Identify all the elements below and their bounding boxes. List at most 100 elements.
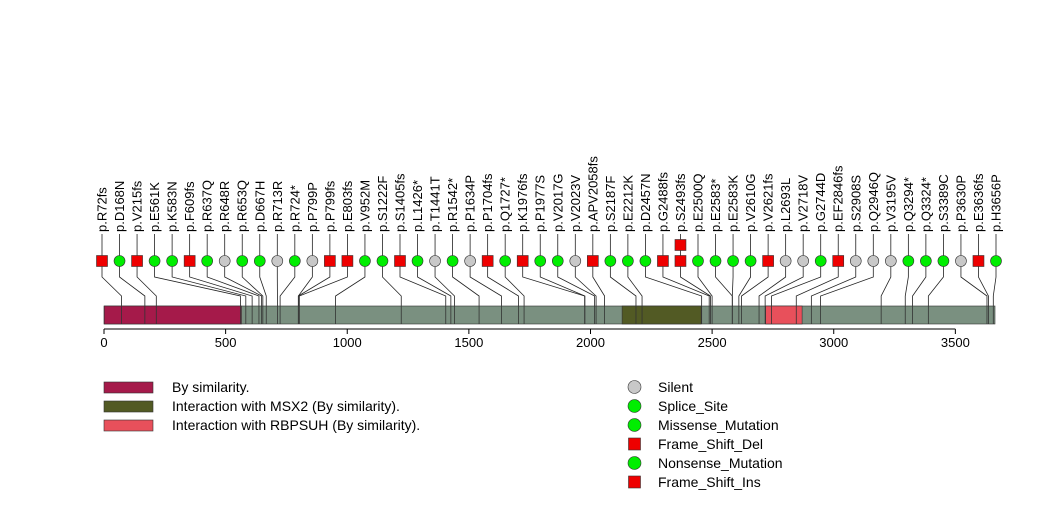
mutation-marker bbox=[762, 255, 774, 267]
mutation-label: p.K1976fs bbox=[515, 173, 530, 232]
mutation-label: p.E2583K bbox=[726, 175, 741, 232]
legend-mutation-label: Frame_Shift_Del bbox=[658, 436, 763, 452]
legend-mutation-label: Splice_Site bbox=[658, 398, 728, 414]
x-axis: 0 500 1000 1500 2000 2500 3000 3500 bbox=[100, 328, 970, 350]
connector-line bbox=[738, 261, 751, 306]
connector-line bbox=[399, 261, 447, 306]
connector-line bbox=[279, 261, 296, 306]
connector-line bbox=[224, 261, 263, 306]
domain-region-2 bbox=[765, 305, 803, 325]
connector-line bbox=[820, 261, 874, 306]
mutation-label: p.Q3294* bbox=[901, 177, 916, 232]
x-tick-label: 0 bbox=[100, 335, 107, 350]
connector-line bbox=[960, 261, 988, 306]
mutation-marker bbox=[183, 255, 196, 267]
connector-line bbox=[259, 261, 267, 306]
connector-line bbox=[504, 261, 525, 306]
mutation-marker bbox=[849, 255, 862, 267]
mutation-label: p.T1441T bbox=[428, 176, 443, 232]
x-tick-label: 1500 bbox=[454, 335, 483, 350]
connector-line bbox=[764, 261, 804, 306]
x-tick-label: 3500 bbox=[941, 335, 970, 350]
mutation-marker bbox=[376, 255, 389, 267]
mutation-label: p.R648R bbox=[217, 181, 232, 232]
x-tick-label: 500 bbox=[215, 335, 237, 350]
connector-line bbox=[645, 261, 703, 306]
mutation-marker bbox=[674, 239, 687, 251]
connector-line bbox=[434, 261, 455, 306]
connector-line bbox=[715, 261, 733, 306]
legend-mutation-label: Missense_Mutation bbox=[658, 417, 779, 433]
connector-line bbox=[297, 261, 313, 306]
connector-line bbox=[741, 261, 769, 306]
mutation-label: p.S2908S bbox=[848, 175, 863, 232]
connector-line bbox=[189, 261, 253, 306]
mutation-label: p.V2718V bbox=[796, 175, 811, 232]
mutation-label: p.P1634P bbox=[463, 175, 478, 232]
connector-line bbox=[297, 261, 331, 306]
mutation-marker bbox=[516, 255, 529, 267]
mutation-label: p.K583N bbox=[165, 181, 180, 232]
connector-line bbox=[904, 261, 909, 306]
mutation-marker bbox=[446, 255, 459, 267]
mutation-marker bbox=[990, 255, 1002, 267]
legend-domain-swatch bbox=[103, 381, 154, 394]
mutation-marker bbox=[411, 255, 424, 267]
mutation-label: p.E2500Q bbox=[691, 173, 706, 232]
mutation-label: p.V2621fs bbox=[761, 173, 776, 232]
connector-line bbox=[101, 261, 122, 306]
legend-mutation-swatch bbox=[627, 380, 642, 394]
mutation-marker bbox=[639, 255, 652, 267]
legend-mutation-swatch bbox=[627, 418, 642, 432]
legend-domain-label: Interaction with RBPSUH (By similarity). bbox=[172, 417, 420, 433]
mutation-label: p.S1222F bbox=[375, 176, 390, 232]
mutation-marker bbox=[692, 255, 704, 267]
connector-line bbox=[627, 261, 643, 306]
mutation-marker bbox=[534, 255, 547, 267]
connector-line bbox=[680, 261, 711, 306]
legend-mutation-label: Nonsense_Mutation bbox=[658, 455, 783, 471]
mutation-label: p.Q3324* bbox=[918, 177, 933, 232]
mutation-marker bbox=[271, 255, 284, 267]
mutation-marker bbox=[499, 255, 511, 267]
mutation-label: p.S2187F bbox=[603, 176, 618, 232]
mutation-label: p.V2610G bbox=[743, 173, 758, 232]
x-tick-label: 3000 bbox=[819, 335, 848, 350]
mutation-label: p.G2744D bbox=[813, 173, 828, 232]
mutation-marker bbox=[972, 255, 985, 267]
connector-line bbox=[241, 261, 264, 306]
mutation-marker bbox=[885, 255, 897, 267]
mutation-label: p.S2493fs bbox=[673, 173, 688, 232]
mutation-marker bbox=[902, 255, 915, 267]
mutation-label: p.D667H bbox=[252, 181, 267, 232]
mutation-label: p.EF2846fs bbox=[831, 165, 846, 232]
connector-line bbox=[662, 261, 710, 306]
mutation-label: p.R653Q bbox=[235, 180, 250, 232]
connector-line bbox=[469, 261, 502, 306]
connector-line bbox=[557, 261, 596, 306]
mutation-label: p.S3389C bbox=[936, 174, 951, 232]
mutation-label: p.E2212K bbox=[620, 175, 635, 232]
mutation-marker bbox=[832, 255, 845, 267]
mutation-marker bbox=[797, 255, 809, 267]
connector-line bbox=[927, 261, 944, 306]
connector-line bbox=[978, 261, 989, 306]
mutation-marker bbox=[236, 255, 249, 267]
mutation-label: p.S1405fs bbox=[393, 173, 408, 232]
connector-line bbox=[417, 261, 452, 306]
connector-line bbox=[609, 261, 637, 306]
mutation-marker bbox=[341, 255, 354, 267]
connector-line bbox=[912, 261, 927, 306]
connector-line bbox=[795, 261, 839, 306]
mutation-label: p.V2017G bbox=[550, 173, 565, 232]
mutation-marker bbox=[867, 255, 880, 267]
mutation-marker bbox=[657, 255, 669, 267]
legend-mutation-swatch bbox=[628, 475, 641, 489]
mutation-label: p.APV2058fs bbox=[585, 156, 600, 232]
mutation-label: p.E803fs bbox=[340, 180, 355, 232]
connector-line bbox=[206, 261, 260, 306]
mutation-marker bbox=[622, 255, 634, 267]
x-tick-label: 2500 bbox=[698, 335, 727, 350]
connector-line bbox=[136, 261, 157, 306]
mutation-label: p.V952M bbox=[357, 180, 372, 232]
